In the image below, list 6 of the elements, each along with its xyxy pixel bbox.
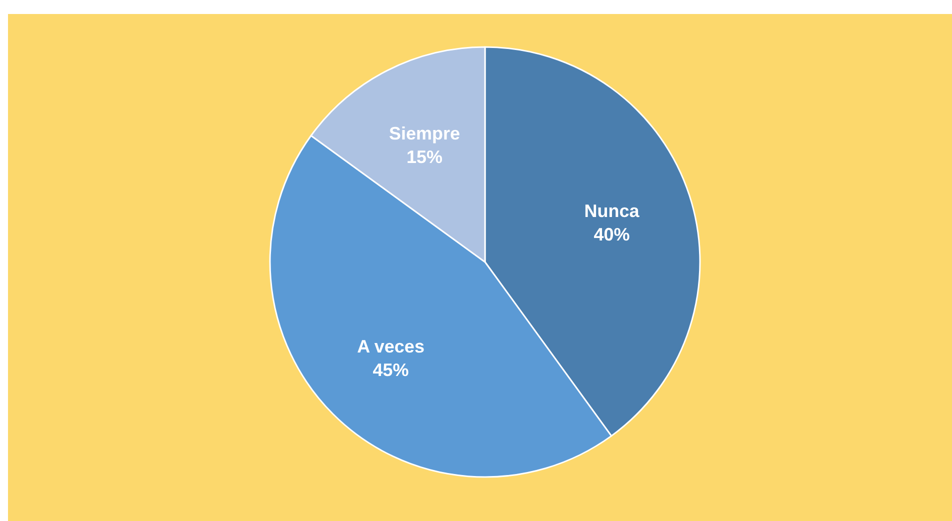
slice-label: A veces	[357, 336, 424, 357]
data-label: 40%	[594, 224, 630, 245]
data-label: 15%	[406, 147, 442, 168]
data-label: 45%	[372, 360, 409, 380]
slice-label: Siempre	[388, 124, 460, 144]
slice-label: Nunca	[584, 201, 640, 222]
